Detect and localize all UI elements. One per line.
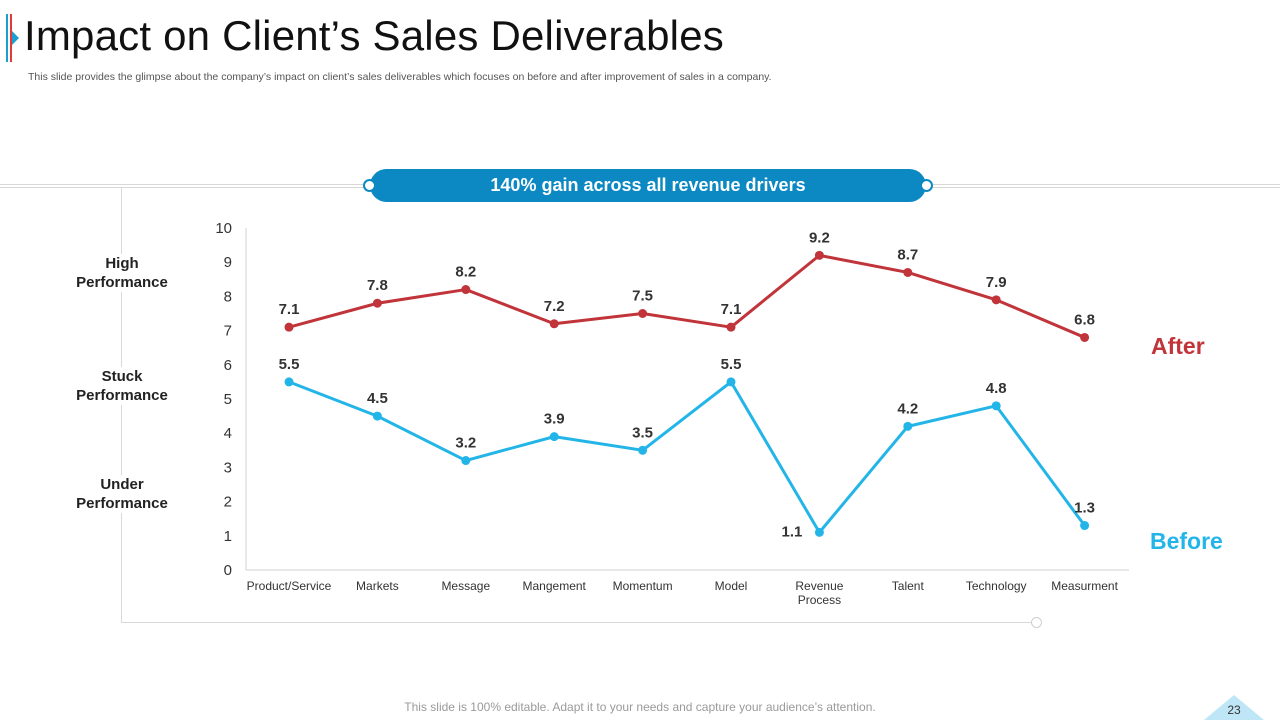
y-tick-label: 9 bbox=[224, 254, 232, 271]
banner-dot-right bbox=[920, 179, 933, 192]
data-label-before: 5.5 bbox=[721, 356, 742, 373]
data-point-after bbox=[372, 298, 382, 308]
y-tick-label: 3 bbox=[224, 459, 232, 476]
data-label-before: 3.2 bbox=[455, 435, 476, 452]
frame-bottom-line bbox=[121, 622, 1033, 623]
data-label-after: 7.2 bbox=[544, 298, 565, 315]
y-tick-label: 6 bbox=[224, 357, 232, 374]
data-point-after bbox=[814, 250, 824, 260]
data-label-before: 4.8 bbox=[986, 380, 1007, 397]
x-tick-label: Talent bbox=[892, 579, 925, 593]
y-tick-label: 7 bbox=[224, 323, 232, 340]
data-label-after: 7.1 bbox=[721, 301, 742, 318]
legend-after: After bbox=[1151, 333, 1205, 359]
y-tick-label: 2 bbox=[224, 494, 232, 511]
data-point-after bbox=[638, 309, 648, 318]
data-label-after: 9.2 bbox=[809, 229, 830, 246]
x-tick-label: Model bbox=[715, 579, 748, 593]
frame-left-line bbox=[121, 188, 122, 623]
data-label-after: 8.2 bbox=[455, 264, 476, 281]
title-accent bbox=[6, 14, 19, 62]
y-tick-label: 10 bbox=[215, 220, 232, 237]
data-point-before bbox=[814, 527, 824, 537]
data-label-before: 1.3 bbox=[1074, 500, 1095, 517]
data-label-after: 7.9 bbox=[986, 274, 1007, 291]
data-label-before: 4.5 bbox=[367, 390, 388, 407]
data-point-before bbox=[549, 432, 559, 442]
data-point-after bbox=[284, 322, 294, 332]
data-point-before bbox=[726, 377, 736, 387]
gain-banner: 140% gain across all revenue drivers bbox=[370, 169, 926, 202]
y-tick-label: 8 bbox=[224, 288, 232, 305]
y-tick-label: 0 bbox=[224, 562, 232, 579]
y-tick-label: 1 bbox=[224, 528, 232, 545]
data-point-after bbox=[991, 295, 1001, 305]
data-point-after bbox=[549, 319, 559, 329]
x-tick-label: Technology bbox=[966, 579, 1027, 593]
legend-before: Before bbox=[1150, 528, 1223, 554]
data-label-before: 1.1 bbox=[782, 523, 803, 540]
data-point-before bbox=[638, 445, 648, 455]
data-point-before bbox=[284, 377, 294, 387]
x-tick-label: Message bbox=[441, 579, 490, 593]
series-line-before bbox=[288, 380, 1086, 534]
data-label-before: 4.2 bbox=[897, 400, 918, 417]
x-tick-label: Mangement bbox=[523, 579, 587, 593]
page-number-badge bbox=[1204, 695, 1264, 720]
data-label-before: 3.5 bbox=[632, 424, 653, 441]
x-tick-label: Momentum bbox=[613, 579, 673, 593]
data-label-after: 7.8 bbox=[367, 277, 388, 294]
data-point-before bbox=[461, 456, 471, 466]
x-tick-label: Process bbox=[798, 593, 841, 607]
x-tick-label: Product/Service bbox=[247, 579, 332, 593]
data-point-after bbox=[903, 267, 913, 277]
data-point-before bbox=[1080, 521, 1090, 531]
data-point-before bbox=[991, 401, 1001, 411]
x-tick-label: Revenue bbox=[795, 579, 843, 593]
series-line-after bbox=[288, 253, 1086, 339]
x-tick-label: Markets bbox=[356, 579, 399, 593]
data-label-after: 6.8 bbox=[1074, 311, 1095, 328]
high-performance-label: High Performance bbox=[62, 254, 182, 292]
data-point-before bbox=[372, 411, 382, 421]
frame-end-dot bbox=[1031, 617, 1042, 628]
data-label-before: 3.9 bbox=[544, 411, 565, 428]
data-point-after bbox=[1080, 332, 1090, 342]
x-tick-label: Measurment bbox=[1051, 579, 1118, 593]
banner-dot-left bbox=[363, 179, 376, 192]
data-label-before: 5.5 bbox=[279, 356, 300, 373]
data-point-before bbox=[903, 421, 913, 431]
page-title: Impact on Client’s Sales Deliverables bbox=[24, 12, 724, 59]
data-label-after: 8.7 bbox=[897, 246, 918, 263]
page-number: 23 bbox=[1227, 703, 1241, 717]
data-label-after: 7.1 bbox=[279, 301, 300, 318]
data-label-after: 7.5 bbox=[632, 288, 653, 305]
y-tick-label: 4 bbox=[224, 425, 232, 442]
y-tick-label: 5 bbox=[224, 391, 232, 408]
page-subtitle: This slide provides the glimpse about th… bbox=[28, 71, 772, 83]
data-point-after bbox=[461, 285, 471, 295]
stuck-performance-label: Stuck Performance bbox=[62, 367, 182, 405]
under-performance-label: Under Performance bbox=[62, 475, 182, 513]
footer-note: This slide is 100% editable. Adapt it to… bbox=[404, 700, 876, 714]
data-point-after bbox=[726, 322, 736, 332]
